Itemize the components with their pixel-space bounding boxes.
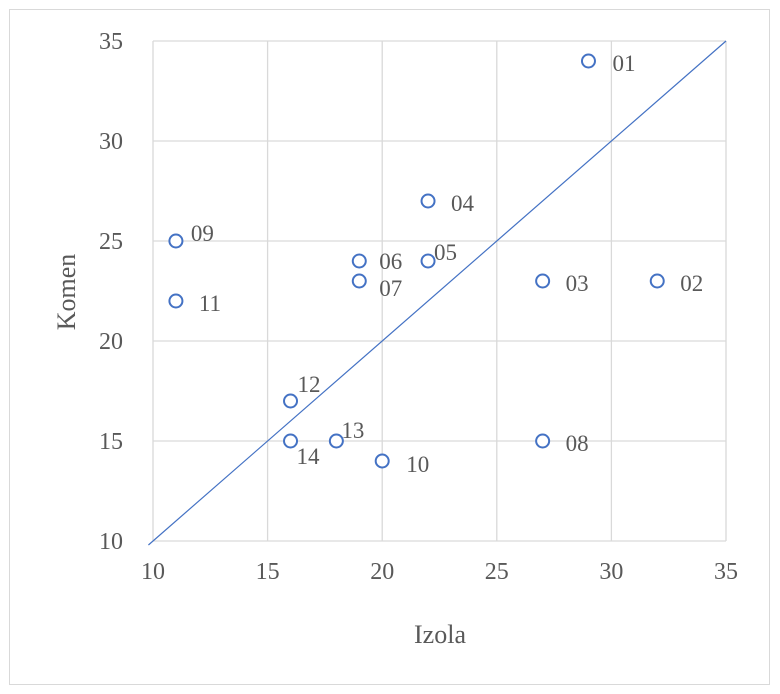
data-point-01: [580, 53, 596, 69]
chart-frame: [9, 9, 770, 685]
reference-line-layer: [148, 40, 727, 546]
x-tick-label: 20: [370, 559, 394, 585]
data-label-02: 02: [680, 271, 703, 296]
y-axis-title: Komen: [52, 254, 81, 331]
data-label-09: 09: [191, 221, 214, 246]
y-tick-label: 25: [99, 229, 123, 255]
data-point-05: [420, 253, 436, 269]
x-tick-label: 25: [485, 559, 509, 585]
data-point-11: [168, 293, 184, 309]
data-label-03: 03: [566, 271, 589, 296]
data-label-12: 12: [298, 372, 321, 397]
x-tick-label: 15: [256, 559, 280, 585]
data-point-14: [283, 433, 299, 449]
y-tick-label: 30: [99, 129, 123, 155]
data-point-12: [283, 393, 299, 409]
data-point-09: [168, 233, 184, 249]
y-tick-label: 10: [99, 529, 123, 555]
grid: [152, 40, 727, 542]
data-point-13: [328, 433, 344, 449]
reference-line: [148, 40, 727, 546]
data-point-10: [374, 453, 390, 469]
x-axis-title: Izola: [414, 620, 466, 649]
x-tick-label: 30: [599, 559, 623, 585]
data-point-02: [649, 273, 665, 289]
data-label-08: 08: [566, 431, 589, 456]
data-label-01: 01: [612, 51, 635, 76]
data-label-07: 07: [379, 276, 402, 301]
tick-labels: 10 15 20 25 30 35 10 15 20 25 30 35: [99, 29, 738, 585]
data-label-04: 04: [451, 191, 475, 216]
x-tick-label: 35: [714, 559, 738, 585]
data-label-13: 13: [341, 418, 364, 443]
data-label-10: 10: [406, 452, 429, 477]
data-point-04: [420, 193, 436, 209]
y-tick-label: 15: [99, 429, 123, 455]
data-point-06: [351, 253, 367, 269]
y-tick-label: 35: [99, 29, 123, 55]
data-point-08: [535, 433, 551, 449]
x-tick-label: 10: [141, 559, 165, 585]
data-label-06: 06: [379, 249, 402, 274]
data-label-14: 14: [297, 444, 321, 469]
data-label-11: 11: [199, 291, 221, 316]
data-point-03: [535, 273, 551, 289]
data-point-07: [351, 273, 367, 289]
data-label-05: 05: [434, 240, 457, 265]
y-tick-label: 20: [99, 329, 123, 355]
